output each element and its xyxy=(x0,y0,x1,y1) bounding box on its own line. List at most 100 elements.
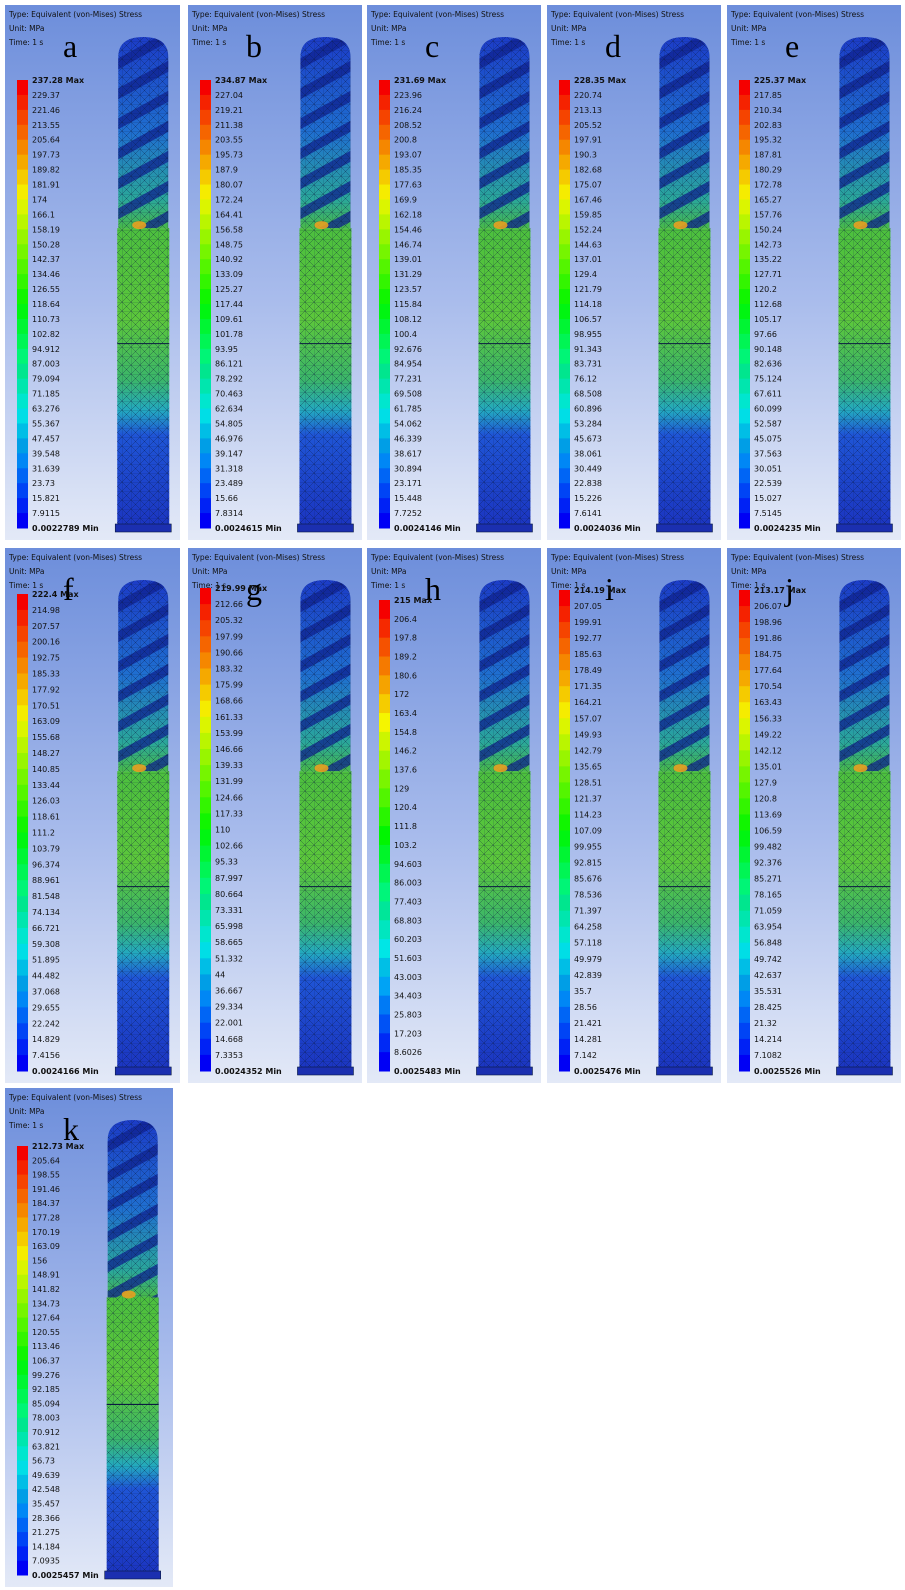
legend-color-band xyxy=(739,863,750,880)
legend-color-band xyxy=(739,670,750,687)
legend-color-band xyxy=(739,911,750,928)
panel-letter: f xyxy=(63,571,74,607)
shank-collar xyxy=(476,524,532,532)
legend-color-band xyxy=(379,379,390,394)
legend-color-band xyxy=(559,590,570,607)
legend-label: 191.46 xyxy=(32,1185,60,1194)
legend-color-band xyxy=(379,958,390,977)
legend-label: 7.1082 xyxy=(754,1051,782,1060)
legend-label: 70.912 xyxy=(32,1428,60,1437)
legend-label: 139.01 xyxy=(394,255,422,264)
legend-color-band xyxy=(200,453,211,468)
legend-label: 126.55 xyxy=(32,285,60,294)
legend-label: 219.21 xyxy=(215,106,243,115)
legend-color-band xyxy=(739,394,750,409)
legend-label: 184.37 xyxy=(32,1199,60,1208)
legend-color-band xyxy=(559,702,570,719)
legend-label: 30.894 xyxy=(394,464,422,473)
legend-color-band xyxy=(559,686,570,703)
legend-color-band xyxy=(17,1475,28,1490)
legend-label: 88.961 xyxy=(32,876,60,885)
legend-label: 110 xyxy=(215,826,230,835)
legend-color-band xyxy=(200,304,211,319)
legend-color-band xyxy=(379,675,390,694)
legend-label: 177.92 xyxy=(32,685,60,694)
legend-label: 49.639 xyxy=(32,1471,60,1480)
header-line: Time: 1 s xyxy=(8,581,43,590)
legend-label: 134.73 xyxy=(32,1299,60,1308)
legend-color-band xyxy=(379,807,390,826)
legend-label: 120.8 xyxy=(754,794,777,803)
legend-label: 38.617 xyxy=(394,449,422,458)
legend-color-band xyxy=(559,959,570,976)
legend-label: 102.66 xyxy=(215,842,243,851)
panel-letter: a xyxy=(63,28,77,64)
legend-label: 219.99 Max xyxy=(215,584,268,593)
legend-label: 85.271 xyxy=(754,875,782,884)
legend-color-band xyxy=(739,1055,750,1072)
legend-color-band xyxy=(739,718,750,735)
legend-color-band xyxy=(200,894,211,911)
flute-mesh xyxy=(839,580,889,771)
legend-color-band xyxy=(17,1346,28,1361)
legend-label: 31.318 xyxy=(215,464,243,473)
shank-collar xyxy=(297,1067,353,1075)
legend-color-band xyxy=(200,214,211,229)
legend-color-band xyxy=(379,334,390,349)
legend-color-band xyxy=(200,438,211,453)
legend-color-band xyxy=(559,606,570,623)
legend-label: 46.339 xyxy=(394,434,422,443)
legend-label: 42.548 xyxy=(32,1485,60,1494)
legend-label: 80.664 xyxy=(215,890,243,899)
legend-label: 144.63 xyxy=(574,240,602,249)
legend-label: 87.003 xyxy=(32,360,60,369)
legend-color-band xyxy=(379,453,390,468)
legend-color-band xyxy=(17,753,28,769)
legend-label: 165.27 xyxy=(754,195,782,204)
legend-color-band xyxy=(17,674,28,690)
legend-label: 217.85 xyxy=(754,91,782,100)
legend-color-band xyxy=(739,80,750,95)
legend-color-band xyxy=(200,140,211,155)
legend-color-band xyxy=(17,992,28,1008)
legend-color-band xyxy=(17,658,28,674)
legend-color-band xyxy=(559,498,570,513)
legend-color-band xyxy=(739,185,750,200)
legend-label: 38.061 xyxy=(574,449,602,458)
legend-label: 215 Max xyxy=(394,596,433,605)
legend-color-band xyxy=(739,638,750,655)
legend-color-band xyxy=(739,1007,750,1024)
legend-color-band xyxy=(17,319,28,334)
legend-color-band xyxy=(559,80,570,95)
legend-color-band xyxy=(379,657,390,676)
legend-color-band xyxy=(200,652,211,669)
legend-label: 197.8 xyxy=(394,634,417,643)
legend-color-band xyxy=(17,1232,28,1247)
legend-color-band xyxy=(739,895,750,912)
legend-color-band xyxy=(559,798,570,815)
legend-label: 168.66 xyxy=(215,697,243,706)
legend-color-band xyxy=(17,498,28,513)
legend-color-band xyxy=(17,155,28,170)
legend-color-band xyxy=(379,713,390,732)
legend-color-band xyxy=(379,409,390,424)
legend-label: 192.75 xyxy=(32,654,60,663)
legend-label: 207.57 xyxy=(32,622,60,631)
figure: Type: Equivalent (von-Mises) StressUnit:… xyxy=(0,0,905,1590)
legend-label: 35.531 xyxy=(754,987,782,996)
header-line: Time: 1 s xyxy=(730,38,765,47)
flute-mesh xyxy=(300,580,350,771)
legend-color-band xyxy=(200,155,211,170)
legend-color-band xyxy=(17,1218,28,1233)
stress-hotspot xyxy=(493,764,507,772)
legend-color-band xyxy=(559,95,570,110)
legend-label: 189.2 xyxy=(394,653,417,662)
legend-color-band xyxy=(17,594,28,610)
legend-color-band xyxy=(559,394,570,409)
legend-color-band xyxy=(559,199,570,214)
legend-color-band xyxy=(17,1489,28,1504)
legend-label: 0.0022789 Min xyxy=(32,524,99,533)
legend-label: 205.52 xyxy=(574,121,602,130)
legend-label: 90.148 xyxy=(754,345,782,354)
